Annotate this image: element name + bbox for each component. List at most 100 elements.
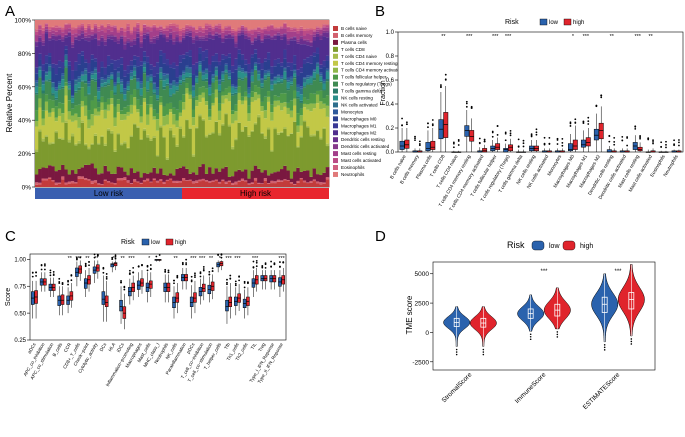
- panel-a-stack-segment: [74, 20, 78, 28]
- panel-a-stack-segment: [322, 81, 327, 84]
- panel-a-stack-segment: [185, 180, 189, 181]
- panel-a-stack-segment: [201, 36, 206, 39]
- panel-b-outlier: [543, 143, 546, 146]
- panel-a-stack-segment: [315, 181, 320, 184]
- panel-a-stack-segment: [244, 59, 248, 65]
- panel-a-stack-segment: [54, 27, 59, 32]
- panel-a-stack-segment: [54, 25, 59, 28]
- panel-a-stack-segment: [136, 81, 140, 89]
- panel-a-legend-swatch: [333, 88, 338, 94]
- panel-a-stack-segment: [168, 32, 173, 35]
- panel-a-stack-segment: [224, 95, 229, 99]
- panel-a-stack-segment: [224, 183, 229, 187]
- panel-a-stack-segment: [260, 63, 265, 70]
- panel-d-ytick-label: 5000: [415, 271, 430, 278]
- panel-a-stack-segment: [129, 136, 134, 169]
- panel-a-stack-segment: [227, 181, 232, 187]
- panel-a-stack-segment: [70, 34, 75, 43]
- panel-a-stack-segment: [61, 68, 65, 74]
- panel-a-stack-segment: [41, 118, 46, 126]
- panel-a-stack-segment: [296, 43, 300, 70]
- panel-a-stack-segment: [149, 107, 153, 139]
- panel-a-stack-segment: [253, 66, 258, 70]
- panel-a-stack-segment: [77, 78, 82, 83]
- panel-a-stack-segment: [319, 74, 323, 77]
- panel-a-stack-segment: [35, 82, 39, 87]
- panel-a-stack-segment: [106, 36, 111, 39]
- panel-a-stack-segment: [257, 70, 261, 72]
- panel-a-stack-segment: [240, 68, 245, 71]
- panel-a-stack-segment: [159, 78, 163, 81]
- panel-a-stack-segment: [273, 77, 278, 81]
- panel-a-stack-segment: [97, 87, 101, 90]
- panel-a-stack-segment: [208, 64, 212, 72]
- panel-a-stack-segment: [188, 99, 193, 128]
- panel-a-stack-segment: [126, 105, 131, 112]
- panel-a-stack-segment: [309, 76, 314, 78]
- panel-a-stack-segment: [61, 139, 65, 165]
- panel-a-stack-segment: [87, 37, 91, 42]
- panel-a-stack-segment: [155, 62, 160, 74]
- panel-a-stack-segment: [38, 98, 42, 108]
- panel-a-stack-segment: [191, 85, 196, 87]
- panel-a-stack-segment: [90, 80, 95, 101]
- panel-a-stack-segment: [44, 135, 49, 137]
- panel-a-stack-segment: [270, 39, 274, 67]
- panel-b-box: [430, 140, 436, 150]
- panel-a-stack-segment: [283, 68, 287, 72]
- panel-a-stack-segment: [227, 25, 232, 28]
- panel-a-stack-segment: [80, 38, 85, 52]
- panel-a-stack-segment: [257, 20, 261, 27]
- panel-a-stack-segment: [100, 184, 104, 186]
- panel-a-stack-segment: [237, 53, 242, 66]
- panel-d-ytick-label: 2500: [415, 301, 430, 308]
- panel-a-stack-segment: [119, 38, 124, 58]
- panel-a-stack-segment: [87, 81, 91, 84]
- panel-a-stack-segment: [133, 123, 137, 125]
- panel-a-stack-segment: [319, 68, 323, 73]
- panel-a-legend-swatch: [333, 137, 338, 143]
- panel-a-stack-segment: [152, 76, 157, 83]
- panel-c-outlier: [270, 260, 273, 263]
- panel-c-outlier: [52, 274, 55, 277]
- panel-a-stack-segment: [80, 25, 85, 28]
- panel-a-stack-segment: [182, 178, 186, 181]
- panel-a-stack-segment: [70, 27, 75, 30]
- panel-b-box: [580, 139, 586, 148]
- panel-a-stack-segment: [84, 27, 88, 30]
- panel-a-stack-segment: [227, 53, 232, 58]
- panel-a-stack-segment: [257, 79, 261, 81]
- panel-b-ylabel: Fraction: [380, 80, 387, 105]
- panel-a-stack-segment: [61, 36, 65, 40]
- panel-a-stack-segment: [270, 66, 274, 74]
- panel-a-stack-segment: [224, 88, 229, 96]
- panel-a-stack-segment: [64, 95, 69, 121]
- panel-a-stack-segment: [44, 75, 49, 81]
- panel-a-stack-segment: [77, 53, 82, 65]
- panel-a-stack-segment: [319, 39, 323, 65]
- panel-a-stack-segment: [87, 28, 91, 35]
- panel-a-stack-segment: [106, 20, 111, 24]
- panel-a-stack-segment: [178, 180, 183, 183]
- panel-a-stack-segment: [93, 79, 98, 82]
- panel-a-stack-segment: [93, 34, 98, 39]
- panel-a-stack-segment: [260, 40, 265, 43]
- panel-a-stack-segment: [319, 64, 323, 69]
- panel-a-stack-segment: [93, 38, 98, 59]
- panel-label-a: A: [5, 3, 15, 20]
- panel-a-stack-segment: [38, 168, 42, 183]
- panel-c-outlier: [70, 279, 73, 282]
- panel-b-significance: **: [610, 34, 615, 40]
- panel-a-stack-segment: [250, 183, 255, 187]
- panel-c-outlier: [194, 274, 196, 277]
- panel-a-stack-segment: [41, 40, 46, 43]
- panel-a-stack-segment: [116, 29, 121, 32]
- panel-d-outlier: [482, 353, 485, 356]
- panel-a-stack-segment: [325, 70, 330, 72]
- panel-b-box: [508, 144, 513, 152]
- panel-a-stack-segment: [61, 41, 65, 63]
- panel-a-stack-segment: [103, 39, 108, 42]
- panel-a-stack-segment: [70, 170, 75, 182]
- panel-a-stack-segment: [293, 69, 297, 71]
- panel-a-stack-segment: [195, 100, 199, 107]
